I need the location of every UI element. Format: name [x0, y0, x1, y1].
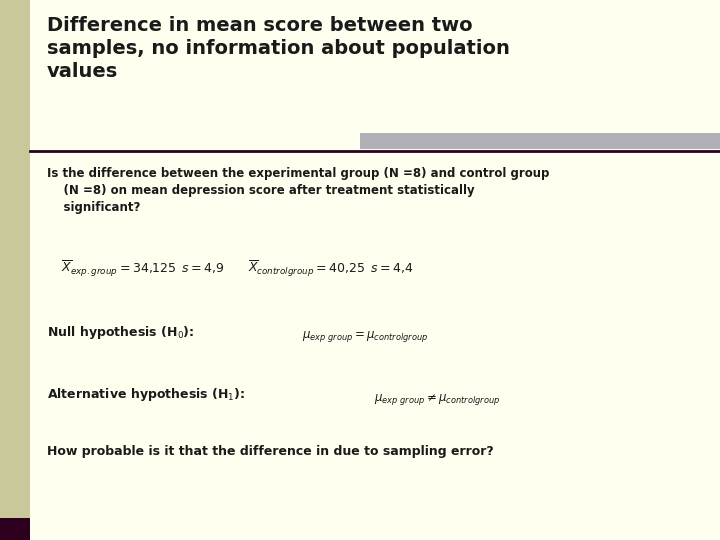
Text: Difference in mean score between two
samples, no information about population
va: Difference in mean score between two sam…	[47, 16, 510, 80]
Text: $\mu_{exp\ group} \neq \mu_{controlgroup}$: $\mu_{exp\ group} \neq \mu_{controlgroup…	[374, 392, 500, 407]
Bar	[0, 0, 30, 518]
Text: Alternative hypothesis (H$_1$):: Alternative hypothesis (H$_1$):	[47, 386, 245, 403]
Bar	[360, 133, 720, 148]
Text: $\overline{X}_{exp.group} = 34{,}125 \enspace s = 4{,}9 \qquad \overline{X}_{con: $\overline{X}_{exp.group} = 34{,}125 \en…	[61, 259, 413, 279]
Bar	[0, 518, 30, 540]
Text: How probable is it that the difference in due to sampling error?: How probable is it that the difference i…	[47, 446, 493, 458]
Text: Is the difference between the experimental group (N =8) and control group
    (N: Is the difference between the experiment…	[47, 167, 549, 214]
Text: Null hypothesis (H$_0$):: Null hypothesis (H$_0$):	[47, 324, 194, 341]
Text: $\mu_{exp\ group} = \mu_{controlgroup}$: $\mu_{exp\ group} = \mu_{controlgroup}$	[302, 329, 428, 345]
